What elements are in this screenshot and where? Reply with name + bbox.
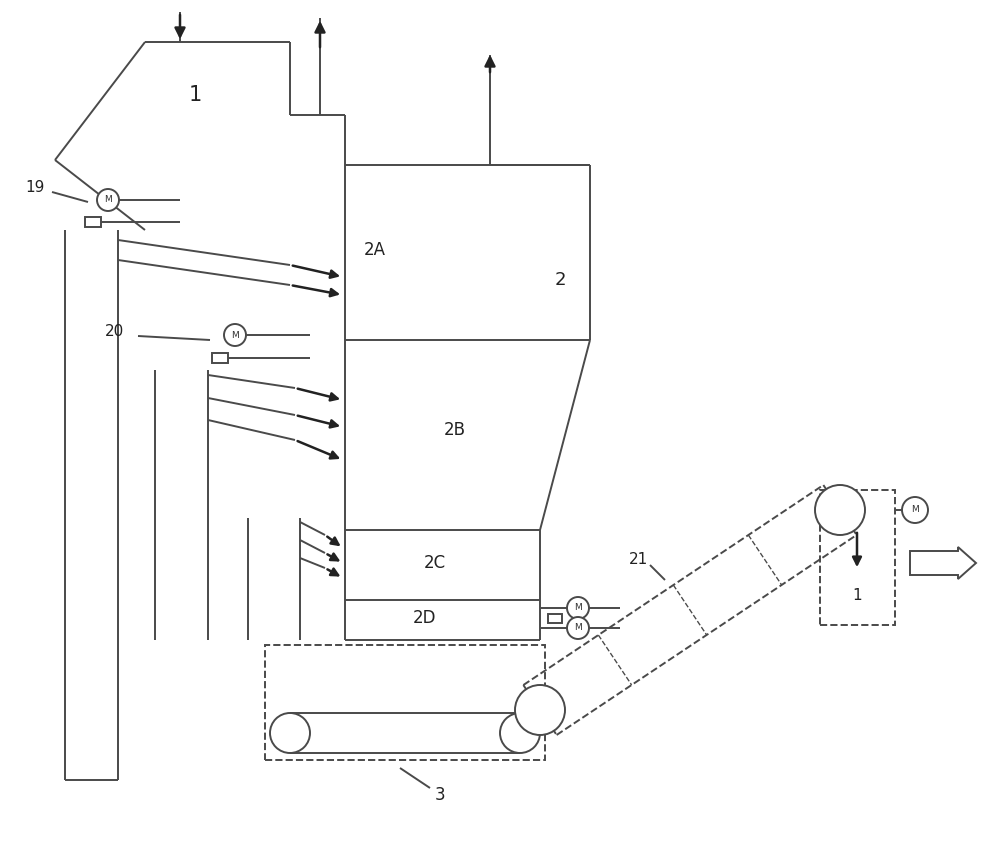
FancyArrow shape: [910, 547, 976, 579]
Circle shape: [515, 685, 565, 735]
Circle shape: [500, 713, 540, 753]
Text: 1: 1: [188, 85, 201, 105]
Bar: [548, 613, 562, 623]
Text: M: M: [231, 331, 239, 339]
Text: 2B: 2B: [444, 421, 466, 439]
Circle shape: [270, 713, 310, 753]
Text: M: M: [574, 604, 582, 612]
Text: M: M: [105, 196, 112, 204]
Circle shape: [902, 497, 928, 523]
Text: 2A: 2A: [364, 241, 386, 259]
Text: 2D: 2D: [413, 609, 437, 627]
Text: M: M: [574, 624, 582, 632]
Text: M: M: [911, 505, 919, 515]
Circle shape: [815, 485, 865, 535]
Text: 21: 21: [628, 552, 647, 568]
Text: 3: 3: [434, 786, 445, 804]
Text: 19: 19: [25, 180, 45, 196]
Circle shape: [567, 597, 589, 619]
Text: 20: 20: [106, 325, 124, 339]
Bar: [212, 353, 228, 363]
Circle shape: [567, 617, 589, 639]
Bar: [265, 645, 545, 760]
Bar: [820, 490, 895, 625]
Text: 1: 1: [853, 588, 862, 602]
Circle shape: [97, 189, 119, 211]
Text: 2C: 2C: [424, 554, 446, 572]
Text: 2: 2: [554, 271, 566, 289]
Bar: [85, 217, 101, 227]
Circle shape: [224, 324, 246, 346]
